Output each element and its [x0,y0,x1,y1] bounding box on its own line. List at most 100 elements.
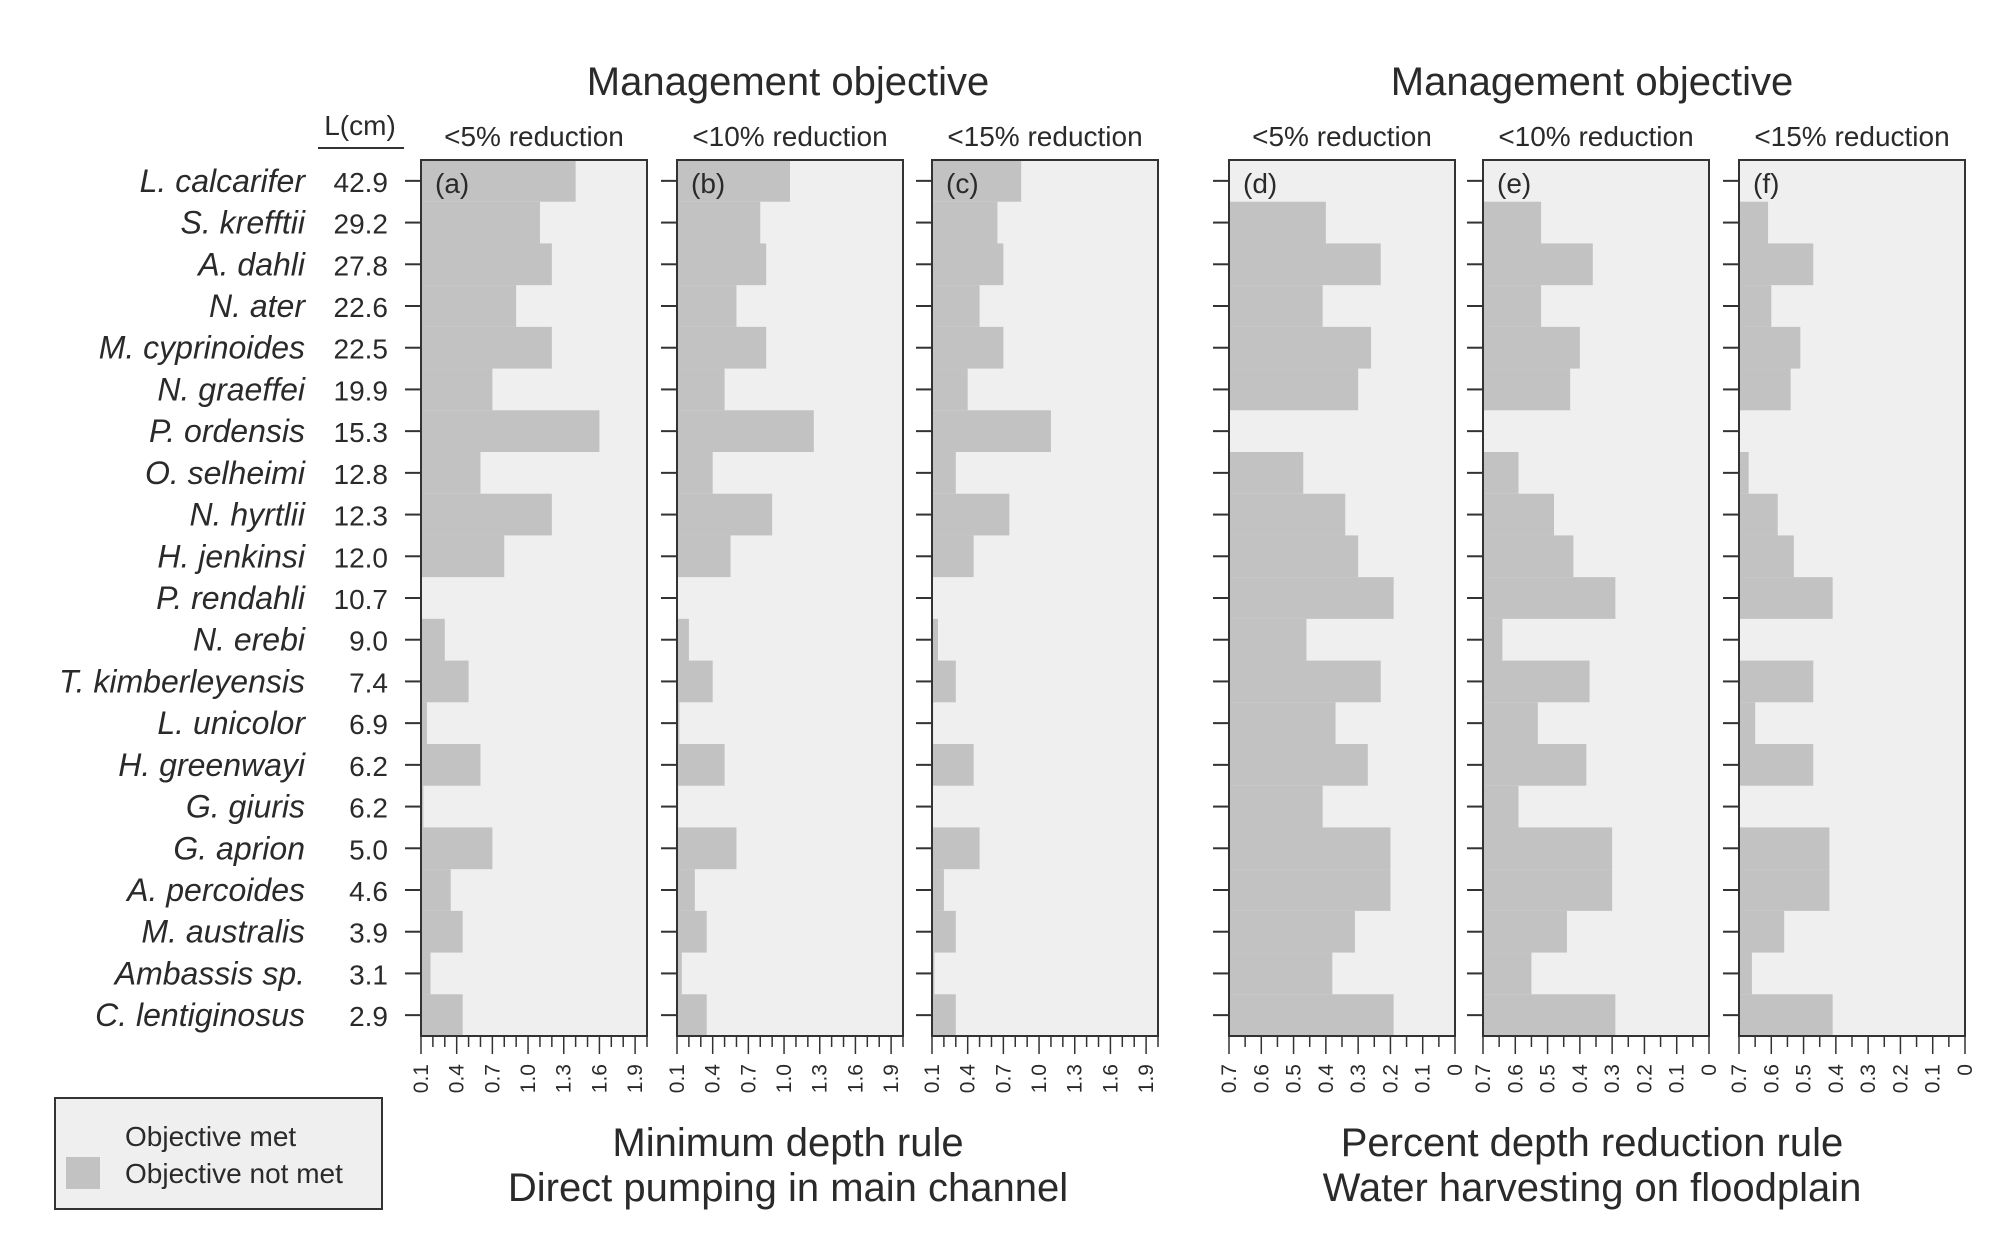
length-label: 27.8 [334,250,389,281]
group-title-right: Management objective [1391,60,1793,104]
x-tick-label: 1.0 [773,1064,796,1093]
panel-e: (e) <10% reduction 0.7 0.6 0.5 0.4 0.3 0.2 0.1 0 [1467,121,1721,1093]
bar [1483,827,1613,870]
bar [1483,702,1538,744]
length-label: 5.0 [349,834,388,865]
bar [932,827,980,870]
species-label: P. ordensis [149,413,305,449]
bar [677,201,761,244]
bar [1229,827,1391,870]
length-header: L(cm) [324,110,396,141]
bar [1229,952,1333,995]
group-title-left: Management objective [587,60,989,104]
bar [932,452,956,494]
bar [677,160,790,202]
xlabel-left-line1: Minimum depth rule [612,1121,963,1165]
legend-swatch-not-met [66,1157,100,1189]
panel-c: (c) <15% reduction 0.1 0.4 0.7 1.0 1.3 1.6 1.9 [916,121,1159,1093]
x-tick-label: 0.6 [1760,1064,1783,1093]
species-label: G. giuris [186,789,305,825]
bar [1229,285,1323,327]
length-label: 6.2 [349,751,388,782]
bar [1483,326,1580,369]
panel-label: (d) [1243,168,1277,199]
bar [421,702,427,744]
bar [1739,535,1794,578]
x-tick-label: 0.6 [1504,1064,1527,1093]
species-label: P. rendahli [156,580,306,616]
bar [677,618,689,661]
panel-f: (f) <15% reduction 0.7 0.6 0.5 0.4 0.3 0.2 0.1 0 [1723,121,1977,1093]
x-tick-label: 0.4 [702,1064,725,1094]
x-tick-label: 0.2 [1379,1064,1402,1093]
x-tick-label: 1.9 [880,1064,903,1093]
length-label: 9.0 [349,626,388,657]
bar [421,285,517,327]
bar [932,410,1051,452]
length-label: 3.1 [349,959,388,990]
bar [421,994,463,1036]
bar [932,952,935,995]
bar [1229,452,1304,494]
bar [1483,493,1555,536]
bar [1229,493,1346,536]
bar [1483,452,1519,494]
bar [421,201,540,244]
bar [932,493,1010,536]
length-label: 3.9 [349,918,388,949]
x-tick-label: 1.6 [844,1064,867,1093]
bar [1483,577,1616,619]
x-tick-label: 1.3 [553,1064,576,1093]
species-label: C. lentiginosus [95,997,305,1033]
bar [1229,702,1336,744]
length-label: 12.8 [334,459,389,490]
bar [421,869,451,911]
species-label: O. selheimi [145,455,306,491]
bar [932,910,956,953]
panel-label: (b) [691,168,725,199]
panel-a: (a) <5% reduction 0.1 0.4 0.7 1.0 1.3 1.6 1.9 [405,121,648,1093]
bar [1739,744,1814,786]
legend-box [54,1097,383,1210]
legend-label-not-met: Objective not met [125,1158,343,1189]
species-label: N. hyrtlii [189,497,305,533]
x-tick-label: 0.5 [1537,1064,1560,1093]
bar [1739,952,1752,995]
x-tick-label: 0.1 [921,1064,944,1093]
species-label: Ambassis sp. [113,955,305,991]
xlabel-left-line2: Direct pumping in main channel [508,1166,1068,1210]
bar [1483,994,1616,1036]
x-tick-label: 0.7 [1472,1064,1495,1093]
x-tick-label: 1.9 [624,1064,647,1093]
species-label: H. greenwayi [118,747,306,783]
objective-label: <15% reduction [947,121,1142,152]
x-tick-label: 1.0 [517,1064,540,1093]
bar [1483,243,1593,286]
x-tick-label: 0.7 [1728,1064,1751,1093]
bar [677,994,707,1036]
bar [932,744,974,786]
x-tick-label: 0.5 [1283,1064,1306,1093]
bar [1483,910,1567,953]
legend-label-met: Objective met [125,1121,296,1152]
bar [421,452,481,494]
species-label: L. unicolor [157,705,306,741]
bar [932,618,938,661]
x-tick-label: 0.4 [1569,1064,1592,1094]
bar [932,326,1004,369]
x-tick-label: 1.3 [809,1064,832,1093]
objective-label: <10% reduction [1498,121,1693,152]
bar [1739,493,1778,536]
species-rows: L. calcarifer 42.9 S. krefftii 29.2 A. dahli… [59,163,388,1033]
panel-b: (b) <10% reduction 0.1 0.4 0.7 1.0 1.3 1.6 1.9 [661,121,904,1094]
x-tick-label: 1.9 [1135,1064,1158,1093]
x-tick-label: 0.1 [1922,1064,1945,1093]
bar [1739,285,1772,327]
bar [1483,618,1503,661]
x-tick-label: 0 [1954,1064,1977,1076]
bar [1229,201,1326,244]
bar [1483,869,1613,911]
species-label: A. percoides [125,872,305,908]
bar [932,535,974,578]
